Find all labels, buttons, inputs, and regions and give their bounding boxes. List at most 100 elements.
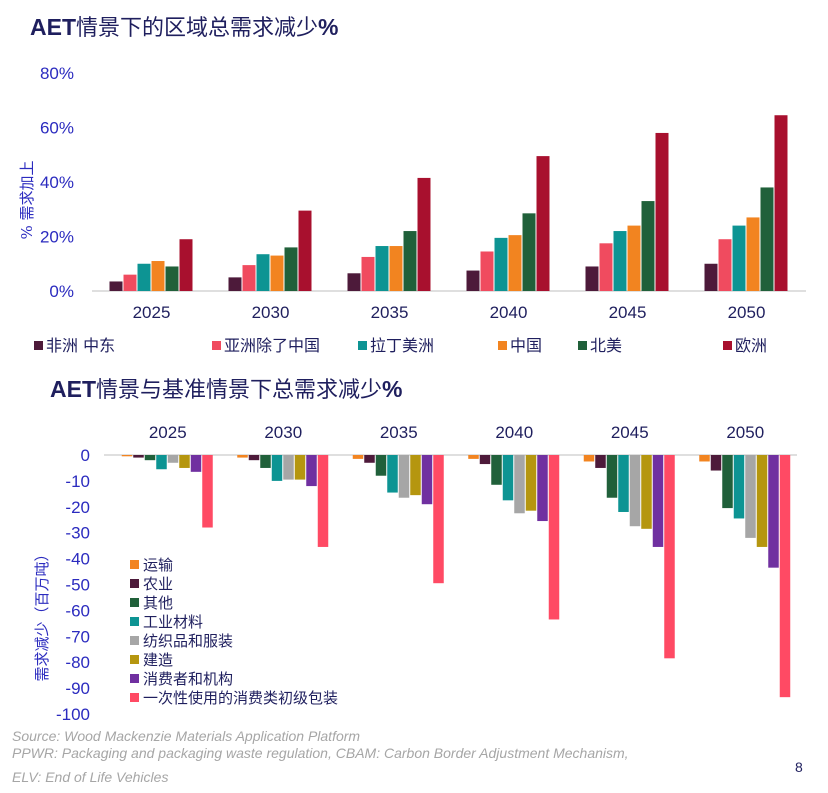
chart1-bar [389,246,403,291]
chart2-bar [410,455,421,496]
chart2-bar [514,455,525,514]
chart2-bar [652,455,664,547]
source-line-3: ELV: End of Life Vehicles [12,769,169,785]
chart1-bar [494,237,508,291]
chart1-legend-swatch [578,341,587,350]
chart2-bar [352,455,364,459]
chart1-bar [403,231,417,291]
chart2-bar [121,455,133,457]
chart2-bar [548,455,560,620]
chart1-bar [480,251,494,291]
chart1-category-label: 2030 [252,303,290,322]
chart2-bar [317,455,329,547]
chart2-legend-label: 运输 [143,556,173,574]
chart2-ytick-label: -70 [65,627,90,646]
chart1-bar [137,263,151,291]
chart1-bar [718,239,732,291]
chart1-category-label: 2025 [133,303,171,322]
chart1-bar [641,201,655,291]
chart1-bar [165,266,179,291]
chart2-bar [699,455,710,462]
chart2-bar [618,455,629,512]
chart2-legend-label: 其他 [143,594,173,612]
chart2-category-label: 2040 [495,423,533,442]
chart2-bar [525,455,537,511]
chart1-legend-label: 亚洲除了中国 [224,336,320,355]
chart2-ytick-label: -100 [56,705,90,724]
chart2-ylabel: 需求减少（百万吨） [33,546,51,681]
chart1-bar [704,263,718,291]
chart1-bar [270,255,284,291]
chart2-legend-swatch [130,655,139,664]
chart2-bar [248,455,260,461]
chart2-legend-swatch [130,560,139,569]
chart2-legend-swatch [130,579,139,588]
chart2-legend-swatch [130,636,139,645]
chart2-bar [779,455,791,698]
chart2-bar [710,455,722,471]
chart1-bar [256,254,270,291]
chart2-bar [468,455,479,459]
chart2-ytick-label: -60 [65,601,90,620]
chart1-bar [242,265,256,291]
source-line-1: Source: Wood Mackenzie Materials Applica… [12,728,361,744]
chart1-bar [746,217,760,291]
chart2-bar [271,455,283,481]
chart2-bar [364,455,375,463]
chart2-legend-label: 工业材料 [143,613,203,631]
chart1-bar [760,187,774,291]
chart1-legend-label: 北美 [590,336,622,355]
chart1-bar [179,239,193,291]
chart2-bar [745,455,756,538]
chart1-bar [599,243,613,291]
chart1-bar [284,247,298,291]
chart1-ytick-label: 0% [49,282,74,301]
chart2-bar [260,455,271,468]
chart2-ytick-label: 0 [81,446,90,465]
chart1-legend-swatch [34,341,43,350]
chart1-bar [585,266,599,291]
chart1-category-label: 2035 [371,303,409,322]
chart2-legend-swatch [130,674,139,683]
chart2-legend-swatch [130,693,139,702]
chart2-bar [479,455,491,465]
chart2-bar [156,455,167,470]
chart1-ytick-label: 20% [40,228,74,247]
chart2-ytick-label: -90 [65,679,90,698]
chart2-bar [664,455,675,659]
chart1-ytick-label: 60% [40,119,74,138]
chart1-bar [151,261,165,291]
chart1-legend-label: 中国 [510,336,542,355]
chart1-bar [347,273,361,291]
chart1-legend-label: 非洲 中东 [46,336,115,355]
chart2-legend-label: 消费者和机构 [143,670,233,688]
chart1-legend-swatch [498,341,507,350]
chart2-category-label: 2050 [726,423,764,442]
chart1-bar [613,231,627,291]
chart2-bar [306,455,317,487]
chart2-bar [202,455,213,528]
chart1-title: AET情景下的区域总需求减少% [30,14,338,41]
chart1-bar [361,256,375,291]
chart2-bar [421,455,433,505]
chart2-bar [433,455,444,584]
chart2-category-label: 2035 [380,423,418,442]
chart1-bar [522,213,536,291]
chart1-category-label: 2045 [609,303,647,322]
chart1-legend-label: 拉丁美洲 [370,336,434,355]
chart2-bar [190,455,202,472]
chart2-legend-label: 一次性使用的消费类初级包装 [143,689,338,707]
chart2-bar [167,455,179,463]
chart2-category-label: 2025 [149,423,187,442]
chart2-bar [768,455,779,568]
chart1-bar [417,177,431,291]
chart2-bar [756,455,768,547]
chart2-bar [144,455,156,461]
chart1-legend-label: 欧洲 [735,336,767,355]
chart2-title: AET情景与基准情景下总需求减少% [50,376,402,403]
chart2-bar [283,455,294,480]
chart2-bar [733,455,745,519]
chart2-bar [583,455,595,462]
chart2-ytick-label: -10 [65,472,90,491]
